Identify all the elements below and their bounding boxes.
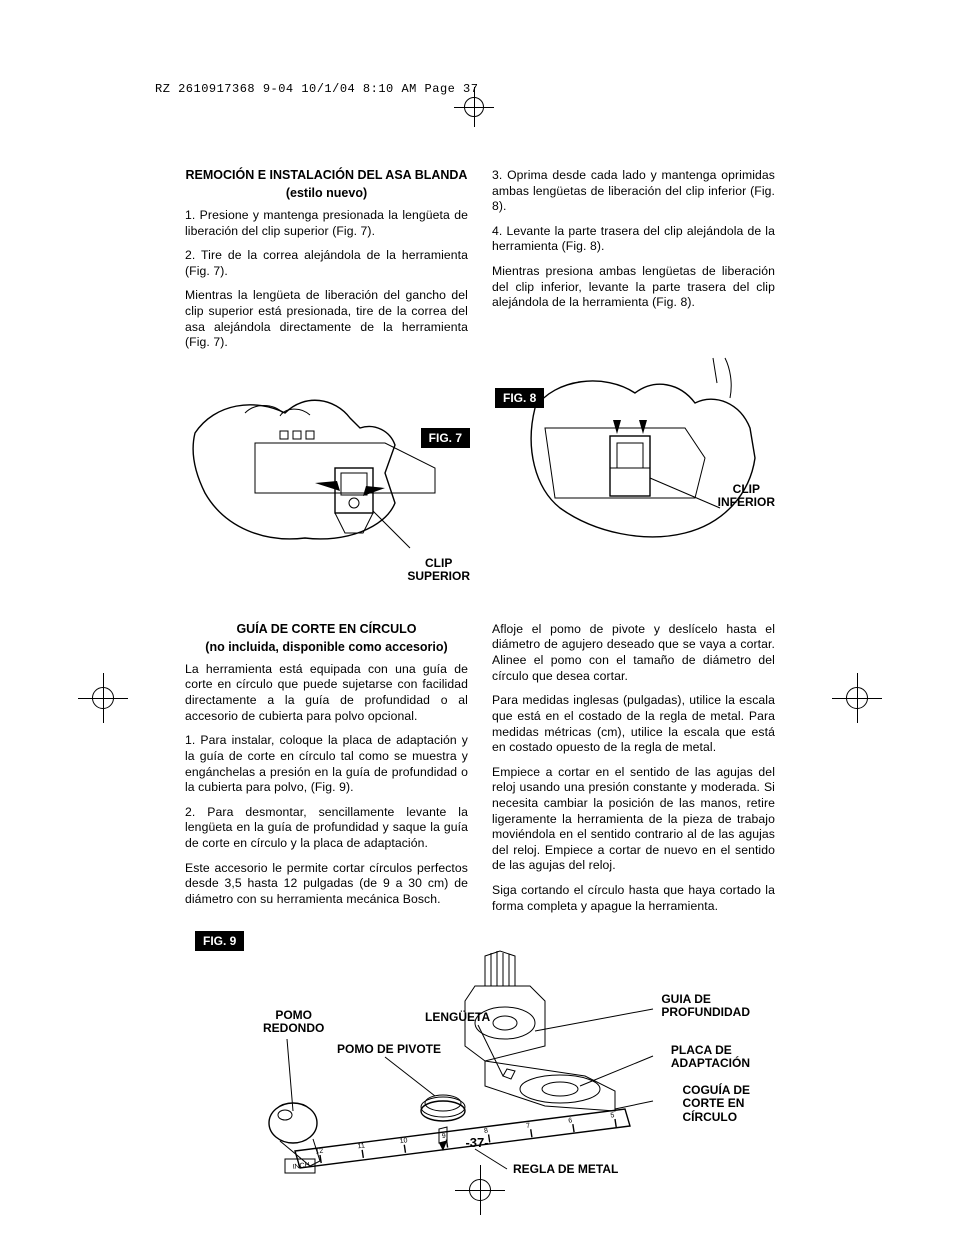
figures-7-8: FIG. 7 CLIP SUPERIOR FIG. 8 CLI bbox=[185, 368, 775, 588]
s2-left-p2: 1. Para instalar, coloque la placa de ad… bbox=[185, 733, 468, 795]
section-2-columns: GUÍA DE CORTE EN CÍRCULO (no incluida, d… bbox=[185, 622, 775, 923]
s1-right-p1: 3. Oprima desde cada lado y mantenga opr… bbox=[492, 168, 775, 215]
svg-text:INCH: INCH bbox=[292, 1162, 310, 1171]
section-2-right: Afloje el pomo de pivote y deslícelo has… bbox=[492, 622, 775, 923]
s1-left-p3: Mientras la lengüeta de liberación del g… bbox=[185, 288, 468, 350]
figure-9-svg: 12111098765INCH bbox=[185, 931, 775, 1211]
section-1-left: REMOCIÓN E INSTALACIÓN DEL ASA BLANDA (e… bbox=[185, 168, 468, 360]
section-1-subheading: (estilo nuevo) bbox=[185, 186, 468, 200]
figure-8: FIG. 8 CLIP INFERIOR bbox=[495, 348, 775, 583]
section-2-left: GUÍA DE CORTE EN CÍRCULO (no incluida, d… bbox=[185, 622, 468, 923]
section-2-heading: GUÍA DE CORTE EN CÍRCULO bbox=[185, 622, 468, 636]
s2-left-p1: La herramienta está equipada con una guí… bbox=[185, 662, 468, 724]
registration-mark-right bbox=[832, 673, 882, 723]
s2-right-p3: Empiece a cortar en el sentido de las ag… bbox=[492, 765, 775, 874]
header-meta: RZ 2610917368 9-04 10/1/04 8:10 AM Page … bbox=[155, 82, 478, 96]
s2-left-p4: Este accesorio le permite cortar círculo… bbox=[185, 861, 468, 908]
section-1-right: 3. Oprima desde cada lado y mantenga opr… bbox=[492, 168, 775, 360]
section-2-subheading: (no incluida, disponible como accesorio) bbox=[185, 640, 468, 654]
figure-7: FIG. 7 CLIP SUPERIOR bbox=[185, 373, 470, 583]
s1-left-p1: 1. Presione y mantenga presionada la len… bbox=[185, 208, 468, 239]
figure-7-callout: CLIP SUPERIOR bbox=[407, 557, 470, 583]
section-1-heading: REMOCIÓN E INSTALACIÓN DEL ASA BLANDA bbox=[185, 168, 468, 182]
svg-text:7: 7 bbox=[526, 1123, 531, 1130]
figure-8-label: FIG. 8 bbox=[495, 388, 544, 408]
section-1-columns: REMOCIÓN E INSTALACIÓN DEL ASA BLANDA (e… bbox=[185, 168, 775, 360]
registration-mark-top bbox=[459, 92, 489, 122]
page-number: -37- bbox=[0, 1135, 954, 1150]
s2-right-p2: Para medidas inglesas (pulgadas), utilic… bbox=[492, 693, 775, 755]
svg-text:5: 5 bbox=[610, 1112, 615, 1119]
s2-left-p3: 2. Para desmontar, sencillamente levante… bbox=[185, 805, 468, 852]
s2-right-p1: Afloje el pomo de pivote y deslícelo has… bbox=[492, 622, 775, 684]
figure-7-label: FIG. 7 bbox=[421, 428, 470, 448]
s1-right-p3: Mientras presiona ambas lengüetas de lib… bbox=[492, 264, 775, 311]
figure-7-svg bbox=[185, 373, 470, 573]
figure-9-wrap: FIG. 9 POMO REDONDO POMO DE PIVOTE LENGÜ… bbox=[185, 931, 775, 1211]
svg-text:6: 6 bbox=[568, 1117, 573, 1124]
s2-right-p4: Siga cortando el círculo hasta que haya … bbox=[492, 883, 775, 914]
figure-8-callout: CLIP INFERIOR bbox=[718, 483, 775, 509]
registration-mark-left bbox=[78, 673, 128, 723]
page-content: REMOCIÓN E INSTALACIÓN DEL ASA BLANDA (e… bbox=[185, 168, 775, 1211]
s1-right-p2: 4. Levante la parte trasera del clip ale… bbox=[492, 224, 775, 255]
figure-8-svg bbox=[495, 348, 775, 583]
s1-left-p2: 2. Tire de la correa alejándola de la he… bbox=[185, 248, 468, 279]
